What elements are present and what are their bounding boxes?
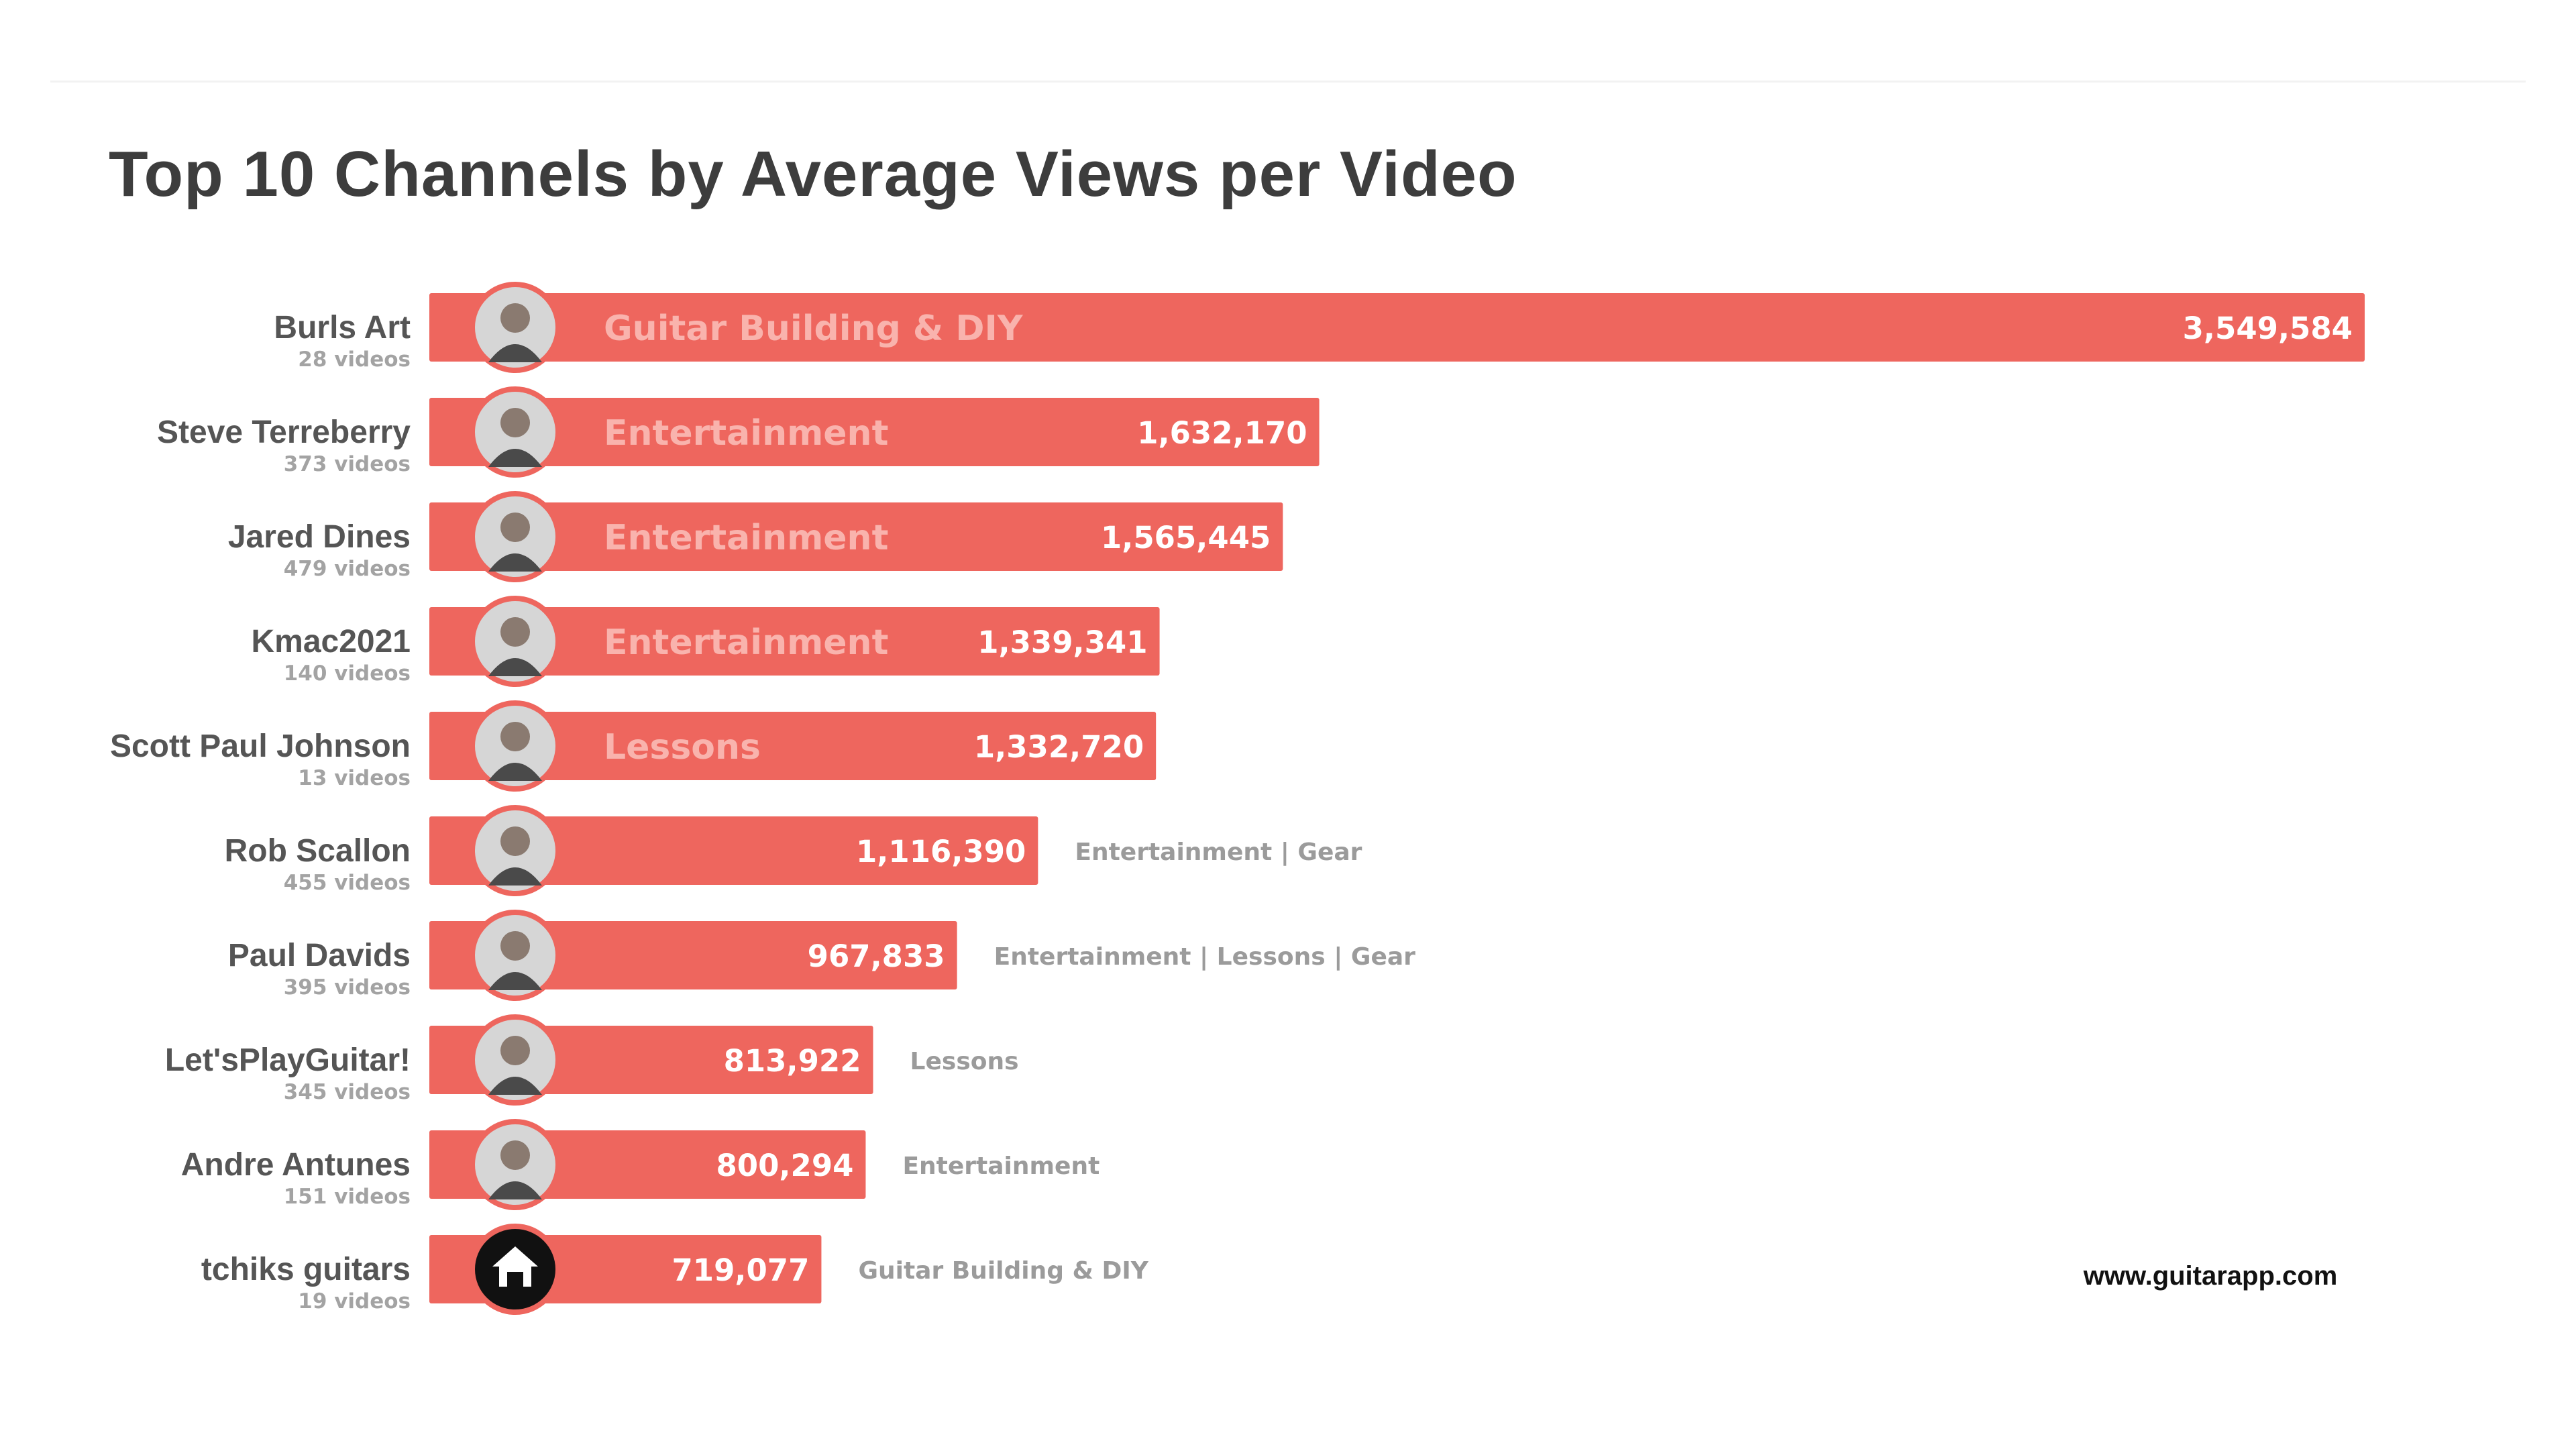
genre-label: Entertainment | Gear xyxy=(1075,839,1362,866)
video-count-label: 140 videos xyxy=(284,661,411,686)
avatar-head xyxy=(500,931,530,961)
channel-name-label: Kmac2021 xyxy=(251,624,411,659)
bar xyxy=(429,921,957,989)
channel-name-label: Steve Terreberry xyxy=(157,415,411,450)
avatar-head xyxy=(500,303,530,333)
value-label: 719,077 xyxy=(672,1252,809,1288)
value-label: 3,549,584 xyxy=(2183,311,2353,346)
value-label: 1,332,720 xyxy=(974,729,1144,765)
genre-label: Lessons xyxy=(910,1048,1019,1075)
channel-name-label: Let'sPlayGuitar! xyxy=(165,1042,411,1078)
video-count-label: 28 videos xyxy=(298,347,411,372)
bar xyxy=(429,607,1160,676)
chart-title: Top 10 Channels by Average Views per Vid… xyxy=(109,138,1517,210)
bar xyxy=(429,502,1283,571)
channel-name-label: Burls Art xyxy=(274,310,411,345)
house-shape xyxy=(492,1246,538,1287)
video-count-label: 395 videos xyxy=(284,975,411,1000)
video-count-label: 479 videos xyxy=(284,557,411,581)
avatar-shoulders xyxy=(488,449,542,467)
genre-label: Entertainment xyxy=(902,1152,1099,1180)
top-divider xyxy=(50,80,2526,83)
value-label: 1,632,170 xyxy=(1137,415,1307,451)
channel-name-label: tchiks guitars xyxy=(201,1252,411,1287)
watermark: www.guitarapp.com xyxy=(2083,1261,2338,1291)
value-label: 800,294 xyxy=(716,1148,853,1183)
avatar-shoulders xyxy=(488,658,542,676)
avatar-shoulders xyxy=(488,553,542,572)
video-count-label: 455 videos xyxy=(284,871,411,895)
genre-label: Lessons xyxy=(604,727,761,767)
avatar-head xyxy=(500,617,530,647)
avatar-head xyxy=(500,408,530,437)
avatar-shoulders xyxy=(488,867,542,885)
avatar-head xyxy=(500,1140,530,1170)
video-count-label: 151 videos xyxy=(284,1185,411,1209)
avatar-shoulders xyxy=(488,1181,542,1199)
value-label: 813,922 xyxy=(724,1043,861,1079)
channel-name-label: Jared Dines xyxy=(228,519,411,555)
avatar-head xyxy=(500,513,530,542)
value-label: 1,339,341 xyxy=(977,625,1147,660)
genre-label: Entertainment | Lessons | Gear xyxy=(994,943,1416,971)
genre-label: Entertainment xyxy=(604,518,888,558)
video-count-label: 345 videos xyxy=(284,1080,411,1104)
bar xyxy=(429,816,1038,885)
bar xyxy=(429,712,1157,780)
avatar-shoulders xyxy=(488,972,542,990)
genre-label: Entertainment xyxy=(604,623,888,663)
value-label: 1,116,390 xyxy=(856,834,1026,869)
bar xyxy=(429,293,2365,362)
channel-name-label: Andre Antunes xyxy=(181,1147,411,1183)
avatar-shoulders xyxy=(488,763,542,781)
bar xyxy=(429,398,1320,466)
avatar-head xyxy=(500,1036,530,1065)
value-label: 967,833 xyxy=(808,938,945,974)
avatar-shoulders xyxy=(488,1077,542,1095)
genre-label: Guitar Building & DIY xyxy=(604,309,1024,349)
value-label: 1,565,445 xyxy=(1101,520,1271,555)
video-count-label: 373 videos xyxy=(284,452,411,476)
avatar-head xyxy=(500,826,530,856)
video-count-label: 13 videos xyxy=(298,766,411,790)
channel-name-label: Rob Scallon xyxy=(225,833,411,869)
avatar-head xyxy=(500,722,530,751)
avatar-shoulders xyxy=(488,344,542,362)
genre-label: Guitar Building & DIY xyxy=(858,1257,1148,1285)
channel-name-label: Scott Paul Johnson xyxy=(110,729,411,764)
video-count-label: 19 videos xyxy=(298,1289,411,1313)
genre-label: Entertainment xyxy=(604,413,888,453)
channel-name-label: Paul Davids xyxy=(228,938,411,973)
house-door xyxy=(507,1272,523,1287)
